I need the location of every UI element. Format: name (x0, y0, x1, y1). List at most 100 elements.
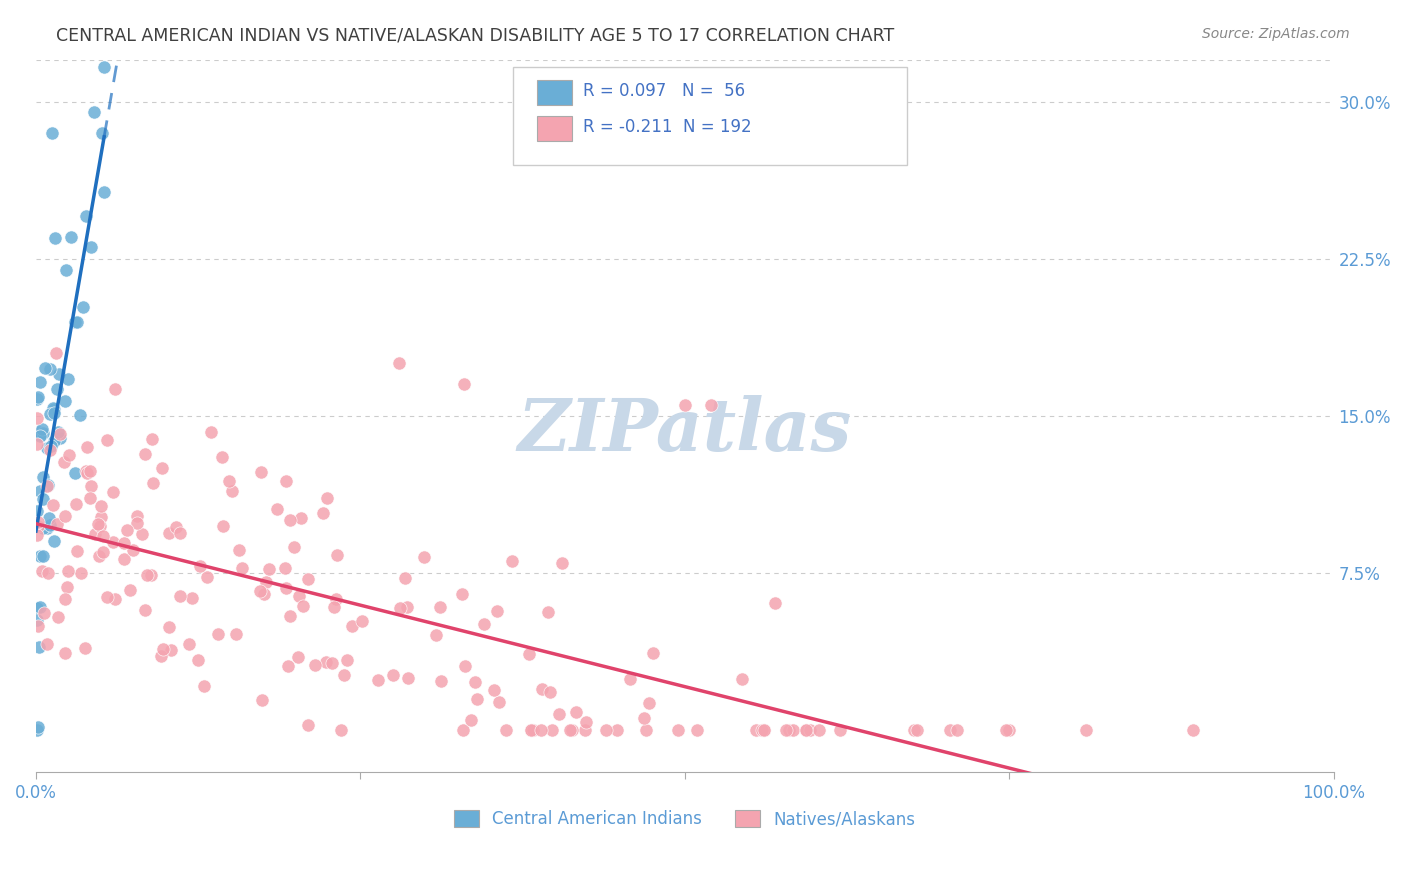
Point (276, 474, 298, 488)
Point (541, 723, 564, 738)
Point (30, 428, 52, 442)
Point (752, 723, 775, 738)
Point (56, 564, 79, 578)
Point (754, 723, 776, 738)
Point (903, 723, 925, 738)
Point (135, 568, 157, 582)
Point (41, 498, 63, 512)
Point (141, 568, 163, 582)
Text: R = 0.097   N =  56: R = 0.097 N = 56 (583, 82, 745, 100)
Point (643, 646, 665, 660)
Point (731, 673, 754, 687)
Point (159, 643, 181, 657)
Point (530, 682, 553, 697)
Point (25, 504, 48, 518)
Point (464, 674, 486, 689)
Point (460, 713, 482, 727)
Point (39, 362, 62, 376)
Point (451, 587, 474, 601)
Point (225, 627, 247, 641)
Text: CENTRAL AMERICAN INDIAN VS NATIVE/ALASKAN DISABILITY AGE 5 TO 17 CORRELATION CHA: CENTRAL AMERICAN INDIAN VS NATIVE/ALASKA… (56, 27, 894, 45)
Point (350, 614, 373, 628)
Point (520, 723, 543, 738)
Point (38, 442, 60, 457)
Point (90, 499, 112, 513)
Point (53, 646, 76, 660)
Point (76, 466, 98, 480)
Point (63, 466, 86, 480)
Point (297, 572, 319, 586)
Point (561, 723, 583, 738)
Point (27, 720, 49, 734)
Point (253, 587, 276, 601)
Point (321, 656, 343, 670)
Point (619, 672, 641, 686)
Point (250, 693, 273, 707)
Point (169, 526, 191, 541)
Point (87, 517, 110, 532)
Point (193, 679, 215, 693)
Point (807, 723, 830, 738)
Point (342, 619, 364, 633)
Point (32, 549, 55, 564)
Point (329, 723, 352, 738)
Point (53, 508, 76, 523)
Point (323, 599, 346, 614)
Point (28, 599, 51, 614)
Point (66, 314, 89, 328)
Point (558, 723, 581, 738)
Point (221, 484, 243, 499)
Point (181, 591, 204, 605)
Point (149, 648, 172, 663)
Point (28, 375, 51, 389)
Point (115, 523, 138, 537)
Point (157, 620, 180, 634)
Point (207, 626, 229, 640)
Point (65, 497, 87, 511)
Point (42, 402, 65, 417)
Point (211, 450, 233, 464)
Point (25, 613, 48, 627)
Point (75, 210, 97, 224)
Point (778, 723, 800, 738)
Point (125, 516, 148, 530)
Point (169, 589, 191, 603)
Point (522, 723, 544, 738)
Point (134, 603, 156, 617)
Text: Source: ZipAtlas.com: Source: ZipAtlas.com (1202, 27, 1350, 41)
Point (27, 390, 49, 404)
Point (1074, 723, 1097, 738)
Point (112, 536, 135, 550)
Point (537, 605, 560, 619)
Point (96, 590, 118, 604)
Point (35, 521, 58, 535)
Point (565, 705, 588, 719)
Point (42, 401, 65, 416)
Point (794, 723, 817, 738)
Point (799, 723, 821, 738)
Point (274, 561, 297, 575)
Point (396, 672, 419, 686)
Point (96, 434, 118, 448)
Point (83, 104, 105, 119)
Point (946, 723, 969, 738)
Point (44, 434, 66, 449)
Point (574, 723, 596, 738)
Point (389, 600, 412, 615)
Point (280, 608, 302, 623)
Point (75, 640, 97, 655)
Point (673, 398, 696, 412)
Point (685, 723, 707, 738)
Point (304, 657, 326, 672)
Point (104, 383, 127, 397)
Point (28, 429, 51, 443)
Point (45, 345, 67, 359)
Point (93, 60, 115, 74)
Point (249, 584, 271, 599)
Point (228, 543, 250, 558)
Point (25, 411, 48, 425)
Point (188, 558, 211, 573)
Point (382, 668, 405, 682)
Point (425, 627, 447, 641)
Point (32, 491, 55, 506)
